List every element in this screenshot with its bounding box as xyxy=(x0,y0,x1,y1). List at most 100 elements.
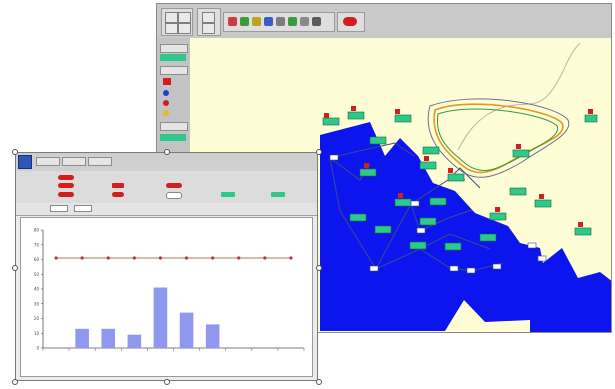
pan-button[interactable] xyxy=(165,23,178,34)
network-node-alarm[interactable] xyxy=(588,109,593,114)
y-tick-label: 40 xyxy=(34,287,40,292)
network-node[interactable] xyxy=(322,117,340,126)
toolbar-group-tools xyxy=(223,12,335,32)
router-box[interactable] xyxy=(449,265,459,272)
network-node-alarm[interactable] xyxy=(424,156,429,161)
network-node-alarm[interactable] xyxy=(495,207,500,212)
layer-button[interactable] xyxy=(202,23,215,34)
network-node-alarm[interactable] xyxy=(324,113,329,118)
network-node[interactable] xyxy=(369,136,387,145)
network-node[interactable] xyxy=(374,225,392,234)
resize-handle[interactable] xyxy=(12,379,18,385)
resize-handle[interactable] xyxy=(12,265,18,271)
y-tick-label: 70 xyxy=(34,242,40,247)
network-node-alarm[interactable] xyxy=(578,222,583,227)
chart-line-point xyxy=(263,256,267,260)
sidebar-field[interactable] xyxy=(160,122,188,131)
network-node[interactable] xyxy=(419,161,437,170)
sidebar-field[interactable] xyxy=(160,44,188,53)
link-icon[interactable] xyxy=(288,17,297,26)
network-node[interactable] xyxy=(574,227,592,236)
status-pill-alarm xyxy=(58,183,74,188)
route-ring-orange xyxy=(433,103,564,174)
network-node-alarm[interactable] xyxy=(395,109,400,114)
range-from-select[interactable] xyxy=(50,205,68,212)
router-box[interactable] xyxy=(329,154,339,161)
status-pill-empty xyxy=(166,192,182,199)
sidebar-field[interactable] xyxy=(160,66,188,75)
toolbar-group-mode xyxy=(161,8,193,36)
network-node[interactable] xyxy=(394,198,412,207)
resize-handle[interactable] xyxy=(12,149,18,155)
network-node-alarm[interactable] xyxy=(539,194,544,199)
network-node[interactable] xyxy=(359,168,377,177)
status-pill-alarm xyxy=(112,183,124,188)
network-node[interactable] xyxy=(422,146,440,155)
chart-window-titlebar xyxy=(16,153,317,172)
router-box[interactable] xyxy=(537,255,547,262)
network-node[interactable] xyxy=(512,149,530,158)
toolbar-group-alarm xyxy=(337,12,365,32)
network-node[interactable] xyxy=(479,233,497,242)
network-node[interactable] xyxy=(409,241,427,250)
network-node-alarm[interactable] xyxy=(448,168,453,173)
chart-line-point xyxy=(132,256,136,260)
refresh-icon[interactable] xyxy=(276,17,285,26)
resize-handle[interactable] xyxy=(164,149,170,155)
info-icon[interactable] xyxy=(264,17,273,26)
network-node[interactable] xyxy=(444,242,462,251)
router-box[interactable] xyxy=(369,265,379,272)
node-icon[interactable] xyxy=(240,17,249,26)
toolbar-group-view xyxy=(197,8,221,36)
chart-line-point xyxy=(80,256,84,260)
alarm-icon[interactable] xyxy=(228,17,237,26)
select-button[interactable] xyxy=(165,12,178,23)
network-node[interactable] xyxy=(489,212,507,221)
router-box[interactable] xyxy=(410,200,420,207)
sidebar-status-ok xyxy=(160,54,186,61)
router-box[interactable] xyxy=(466,267,476,274)
print-icon[interactable] xyxy=(300,17,309,26)
bar-chart: 0 10 20 30 40 50 60 70 80 xyxy=(34,228,305,351)
zoom-button[interactable] xyxy=(178,12,191,23)
y-tick-label: 20 xyxy=(34,316,40,321)
status-pill-alarm xyxy=(166,183,182,188)
resize-handle[interactable] xyxy=(316,265,322,271)
resize-handle[interactable] xyxy=(316,379,322,385)
network-node[interactable] xyxy=(347,111,365,120)
network-node[interactable] xyxy=(429,197,447,206)
router-box[interactable] xyxy=(492,263,502,270)
network-node-alarm[interactable] xyxy=(364,163,369,168)
route-ring-gray xyxy=(427,98,570,178)
network-node[interactable] xyxy=(394,114,412,123)
warning-icon[interactable] xyxy=(252,17,261,26)
network-node-alarm[interactable] xyxy=(516,144,521,149)
chart-line-point xyxy=(237,256,241,260)
network-node[interactable] xyxy=(584,114,598,123)
status-pill-alarm xyxy=(58,192,74,197)
status-pill-ok xyxy=(271,192,285,197)
range-to-select[interactable] xyxy=(74,205,92,212)
tab-3[interactable] xyxy=(88,157,112,166)
link-button[interactable] xyxy=(178,23,191,34)
settings-icon[interactable] xyxy=(312,17,321,26)
y-tick-label: 10 xyxy=(34,331,40,336)
alarm-bell-icon[interactable] xyxy=(343,17,357,26)
resize-handle[interactable] xyxy=(316,149,322,155)
tab-2[interactable] xyxy=(62,157,86,166)
resize-handle[interactable] xyxy=(164,379,170,385)
network-node[interactable] xyxy=(509,187,527,196)
network-node[interactable] xyxy=(534,199,552,208)
network-node[interactable] xyxy=(447,173,465,182)
network-node-alarm[interactable] xyxy=(351,106,356,111)
network-node[interactable] xyxy=(349,213,367,222)
network-node[interactable] xyxy=(419,217,437,226)
network-node-alarm[interactable] xyxy=(398,193,403,198)
view-button[interactable] xyxy=(202,12,215,23)
sidebar-legend-yellow xyxy=(163,110,169,116)
router-box[interactable] xyxy=(527,242,537,249)
router-box[interactable] xyxy=(416,227,426,234)
chart-line-point xyxy=(289,256,293,260)
water-region xyxy=(320,122,611,332)
tab-1[interactable] xyxy=(36,157,60,166)
